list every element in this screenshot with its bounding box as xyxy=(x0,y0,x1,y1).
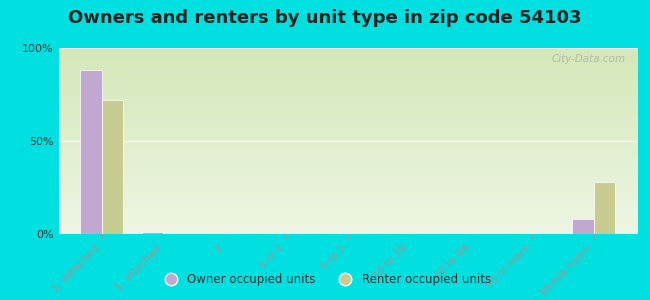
Bar xyxy=(142,232,163,234)
Legend: Owner occupied units, Renter occupied units: Owner occupied units, Renter occupied un… xyxy=(154,269,496,291)
Bar xyxy=(573,219,594,234)
Bar xyxy=(80,70,101,234)
Bar xyxy=(594,182,616,234)
Text: City-Data.com: City-Data.com xyxy=(551,54,625,64)
Text: Owners and renters by unit type in zip code 54103: Owners and renters by unit type in zip c… xyxy=(68,9,582,27)
Bar xyxy=(101,100,123,234)
